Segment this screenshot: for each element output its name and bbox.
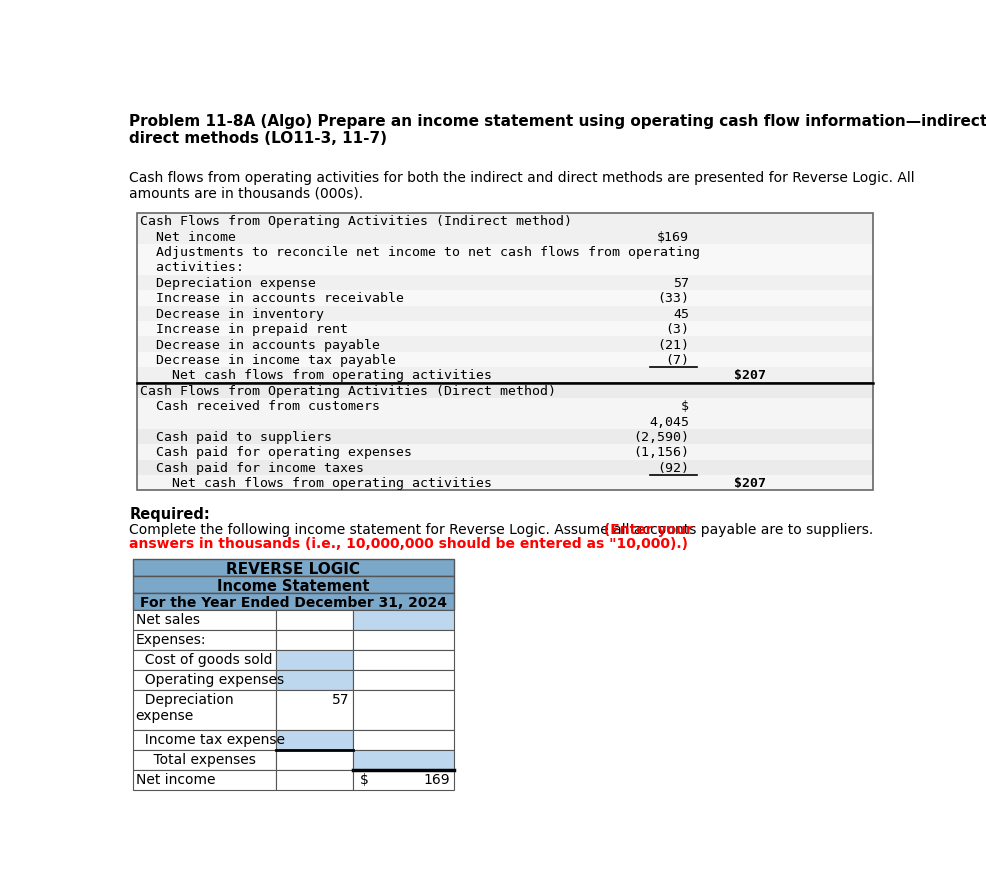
Text: $207: $207 <box>735 477 766 491</box>
Bar <box>137 460 874 475</box>
Text: Total expenses: Total expenses <box>136 753 255 767</box>
Bar <box>137 275 874 290</box>
Bar <box>137 306 874 321</box>
Bar <box>353 610 455 629</box>
Text: (7): (7) <box>665 354 689 367</box>
Bar <box>137 352 874 367</box>
Bar <box>132 670 276 690</box>
Text: Decrease in inventory: Decrease in inventory <box>140 308 324 321</box>
Text: Cash flows from operating activities for both the indirect and direct methods ar: Cash flows from operating activities for… <box>129 171 915 201</box>
Text: Depreciation expense: Depreciation expense <box>140 277 317 290</box>
Bar <box>132 629 276 650</box>
Bar <box>353 750 455 770</box>
Text: Cash paid for income taxes: Cash paid for income taxes <box>140 461 364 475</box>
Text: Decrease in income tax payable: Decrease in income tax payable <box>140 354 396 367</box>
Bar <box>353 770 455 789</box>
Bar <box>137 336 874 352</box>
Text: 57: 57 <box>673 277 689 290</box>
Text: Net cash flows from operating activities: Net cash flows from operating activities <box>140 370 492 383</box>
Bar <box>137 228 874 244</box>
Bar <box>276 670 353 690</box>
Text: (92): (92) <box>657 461 689 475</box>
Bar <box>132 559 455 575</box>
Text: (3): (3) <box>665 324 689 336</box>
Text: Required:: Required: <box>129 507 210 522</box>
Text: Cash paid to suppliers: Cash paid to suppliers <box>140 431 332 444</box>
Text: $: $ <box>681 400 689 413</box>
Bar <box>137 213 874 383</box>
Text: Net cash flows from operating activities: Net cash flows from operating activities <box>140 477 492 491</box>
Text: Operating expenses: Operating expenses <box>136 673 284 687</box>
Bar <box>132 690 276 730</box>
Bar <box>137 213 874 383</box>
Text: (Enter your: (Enter your <box>599 522 692 537</box>
Text: (21): (21) <box>657 339 689 352</box>
Text: Net sales: Net sales <box>136 613 199 627</box>
Bar <box>137 383 874 491</box>
Text: answers in thousands (i.e., 10,000,000 should be entered as "10,000).): answers in thousands (i.e., 10,000,000 s… <box>129 537 688 552</box>
Bar <box>276 750 353 770</box>
Bar <box>276 690 353 730</box>
Bar <box>276 730 353 750</box>
Text: Net income: Net income <box>136 773 215 787</box>
Bar <box>276 650 353 670</box>
Text: Adjustments to reconcile net income to net cash flows from operating
  activitie: Adjustments to reconcile net income to n… <box>140 247 700 274</box>
Text: Cash paid for operating expenses: Cash paid for operating expenses <box>140 446 412 460</box>
Text: (1,156): (1,156) <box>633 446 689 460</box>
Text: Increase in accounts receivable: Increase in accounts receivable <box>140 293 404 305</box>
Bar <box>132 750 276 770</box>
Text: $169: $169 <box>657 231 689 244</box>
Bar <box>137 475 874 491</box>
Text: Complete the following income statement for Reverse Logic. Assume all accounts p: Complete the following income statement … <box>129 522 874 537</box>
Text: Cash Flows from Operating Activities (Indirect method): Cash Flows from Operating Activities (In… <box>140 216 572 228</box>
Bar <box>137 321 874 336</box>
Text: Expenses:: Expenses: <box>136 633 206 647</box>
Text: Income tax expense: Income tax expense <box>136 733 285 747</box>
Bar <box>137 383 874 491</box>
Bar <box>137 244 874 275</box>
Bar <box>137 290 874 306</box>
Text: Problem 11-8A (Algo) Prepare an income statement using operating cash flow infor: Problem 11-8A (Algo) Prepare an income s… <box>129 114 986 146</box>
Text: Income Statement: Income Statement <box>217 579 370 594</box>
Bar <box>137 429 874 444</box>
Bar <box>353 730 455 750</box>
Text: $: $ <box>360 773 369 787</box>
Bar <box>137 367 874 383</box>
Text: For the Year Ended December 31, 2024: For the Year Ended December 31, 2024 <box>140 596 447 610</box>
Bar <box>137 398 874 429</box>
Bar <box>276 610 353 629</box>
Bar <box>132 592 455 610</box>
Text: 45: 45 <box>673 308 689 321</box>
Bar <box>132 610 276 629</box>
Text: (33): (33) <box>657 293 689 305</box>
Text: Cash Flows from Operating Activities (Direct method): Cash Flows from Operating Activities (Di… <box>140 385 556 398</box>
Text: Cost of goods sold: Cost of goods sold <box>136 652 272 667</box>
Bar <box>132 575 455 592</box>
Bar <box>353 670 455 690</box>
Bar <box>132 650 276 670</box>
Bar <box>132 730 276 750</box>
Text: REVERSE LOGIC: REVERSE LOGIC <box>227 562 360 577</box>
Text: Cash received from customers: Cash received from customers <box>140 400 381 413</box>
Text: Net income: Net income <box>140 231 237 244</box>
Bar <box>276 770 353 789</box>
Text: (2,590): (2,590) <box>633 431 689 444</box>
Text: 4,045: 4,045 <box>649 415 689 429</box>
Bar <box>137 444 874 460</box>
Text: 169: 169 <box>424 773 451 787</box>
Bar <box>353 650 455 670</box>
Text: Decrease in accounts payable: Decrease in accounts payable <box>140 339 381 352</box>
Text: 57: 57 <box>332 693 350 707</box>
Bar <box>276 629 353 650</box>
Text: Increase in prepaid rent: Increase in prepaid rent <box>140 324 348 336</box>
Bar <box>353 690 455 730</box>
Text: Depreciation
expense: Depreciation expense <box>136 693 234 723</box>
Bar <box>132 770 276 789</box>
Text: $207: $207 <box>735 370 766 383</box>
Bar <box>353 629 455 650</box>
